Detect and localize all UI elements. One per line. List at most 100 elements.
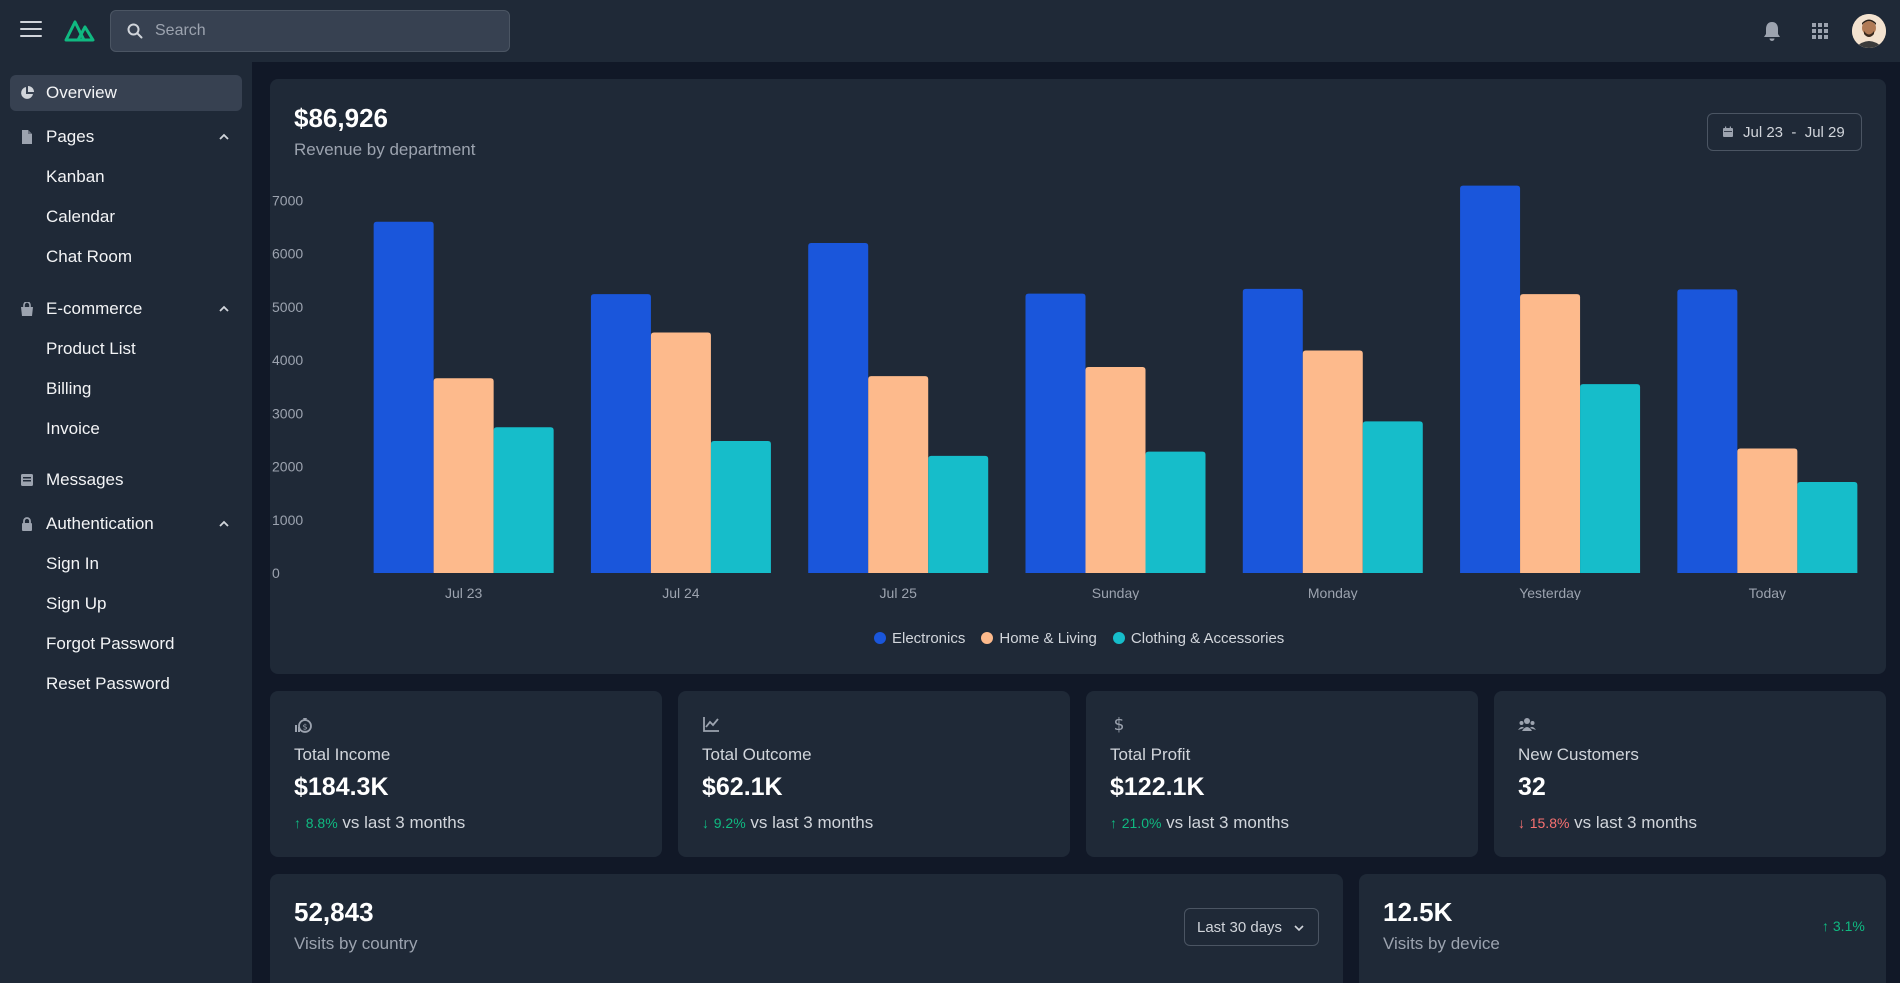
trend-arrow-icon: ↓ bbox=[702, 815, 709, 831]
legend-item[interactable]: Electronics bbox=[874, 630, 965, 647]
users-icon bbox=[1518, 718, 1536, 731]
sidebar-item-overview[interactable]: Overview bbox=[10, 75, 242, 111]
period-dropdown[interactable]: Last 30 days bbox=[1184, 908, 1319, 946]
stat-change-suffix: vs last 3 months bbox=[1161, 813, 1289, 832]
sidebar-subitem-calendar[interactable]: Calendar bbox=[46, 207, 115, 226]
sidebar-item-authentication[interactable]: Authentication bbox=[10, 506, 242, 542]
dollar-icon: $ bbox=[1114, 715, 1125, 733]
trend-arrow-icon: ↑ bbox=[1110, 815, 1117, 831]
y-tick-label: 0 bbox=[272, 565, 280, 581]
stat-value: 32 bbox=[1518, 773, 1546, 801]
chevron-down-icon bbox=[1294, 925, 1304, 932]
stat-change: ↑ 8.8% vs last 3 months bbox=[294, 813, 465, 833]
top-navbar bbox=[0, 0, 1900, 62]
sidebar-subitem-sign-up[interactable]: Sign Up bbox=[46, 594, 107, 613]
chart-legend: Electronics Home & Living Clothing & Acces… bbox=[874, 628, 1300, 648]
sidebar-subitem-chat-room[interactable]: Chat Room bbox=[46, 247, 132, 266]
stat-change-suffix: vs last 3 months bbox=[337, 813, 466, 832]
svg-text:$: $ bbox=[1114, 715, 1125, 733]
sidebar-subitem-sign-in[interactable]: Sign In bbox=[46, 554, 99, 573]
menu-icon[interactable] bbox=[20, 21, 42, 41]
legend-dot-icon bbox=[981, 632, 994, 644]
bar-clothing-accessories-3[interactable] bbox=[1145, 451, 1206, 573]
stat-title: Total Income bbox=[294, 745, 391, 764]
bar-electronics-0[interactable] bbox=[373, 221, 434, 573]
bar-clothing-accessories-4[interactable] bbox=[1362, 421, 1423, 573]
visits-device-label: Visits by device bbox=[1383, 934, 1500, 953]
sidebar-item-label: Pages bbox=[46, 127, 95, 146]
visits-country-card bbox=[270, 874, 1343, 983]
stat-change-percent: 8.8% bbox=[305, 815, 338, 831]
bar-clothing-accessories-0[interactable] bbox=[493, 427, 554, 573]
sidebar-subitem-invoice[interactable]: Invoice bbox=[46, 419, 100, 438]
sidebar-subitem-billing[interactable]: Billing bbox=[46, 379, 92, 398]
bar-electronics-6[interactable] bbox=[1677, 289, 1738, 573]
bar-home-living-1[interactable] bbox=[650, 332, 711, 573]
sidebar-subitem-kanban[interactable]: Kanban bbox=[46, 167, 105, 186]
search-input[interactable] bbox=[155, 11, 495, 51]
sidebar-item-messages[interactable]: Messages bbox=[10, 462, 242, 498]
visits-country-label: Visits by country bbox=[294, 934, 418, 953]
bell-icon[interactable] bbox=[1760, 19, 1784, 43]
stat-change: ↓ 9.2% vs last 3 months bbox=[702, 813, 873, 833]
date-range-button[interactable]: Jul 23 - Jul 29 bbox=[1707, 113, 1862, 151]
bar-home-living-3[interactable] bbox=[1085, 367, 1146, 573]
stat-change-suffix: vs last 3 months bbox=[745, 813, 874, 832]
stat-change: ↓ 15.8% vs last 3 months bbox=[1518, 813, 1697, 833]
apps-grid-icon[interactable] bbox=[1808, 19, 1832, 43]
sidebar: Overview Pages Kanban Calendar Chat Room… bbox=[0, 62, 253, 983]
legend-item[interactable]: Clothing & Accessories bbox=[1112, 629, 1285, 647]
stat-change-suffix: vs last 3 months bbox=[1569, 813, 1697, 832]
bar-electronics-3[interactable] bbox=[1025, 293, 1086, 573]
y-tick-label: 5000 bbox=[272, 299, 303, 315]
bar-home-living-2[interactable] bbox=[868, 376, 929, 573]
chevron-up-icon bbox=[219, 520, 229, 527]
y-tick-label: 3000 bbox=[272, 405, 303, 421]
stat-title: Total Outcome bbox=[702, 745, 812, 764]
logo-icon[interactable] bbox=[64, 17, 96, 43]
legend-label: Clothing & Accessories bbox=[1130, 629, 1285, 647]
stat-title: Total Profit bbox=[1110, 745, 1191, 764]
user-photo-icon bbox=[1852, 14, 1886, 48]
bar-home-living-6[interactable] bbox=[1737, 448, 1798, 573]
avatar[interactable] bbox=[1852, 14, 1886, 48]
bar-electronics-2[interactable] bbox=[808, 243, 869, 573]
x-tick-label: Monday bbox=[1308, 585, 1358, 600]
sidebar-subitem-product-list[interactable]: Product List bbox=[46, 339, 136, 358]
sidebar-subitem-reset-password[interactable]: Reset Password bbox=[46, 674, 170, 693]
bar-home-living-4[interactable] bbox=[1302, 350, 1363, 573]
bar-clothing-accessories-1[interactable] bbox=[710, 441, 771, 573]
revenue-total: $86,926 bbox=[294, 103, 388, 133]
visits-device-card bbox=[1359, 874, 1886, 983]
y-tick-label: 4000 bbox=[272, 352, 303, 368]
legend-item[interactable]: Home & Living bbox=[981, 630, 1097, 647]
y-tick-label: 1000 bbox=[272, 512, 303, 528]
bar-electronics-5[interactable] bbox=[1460, 185, 1521, 573]
sidebar-item-pages[interactable]: Pages bbox=[10, 119, 242, 155]
bar-home-living-0[interactable] bbox=[433, 378, 494, 573]
bar-home-living-5[interactable] bbox=[1520, 294, 1581, 573]
stat-value: $122.1K bbox=[1110, 773, 1205, 801]
x-tick-label: Jul 24 bbox=[662, 585, 700, 600]
bar-clothing-accessories-5[interactable] bbox=[1580, 384, 1641, 573]
x-tick-label: Yesterday bbox=[1519, 585, 1581, 600]
stat-change-percent: 9.2% bbox=[713, 815, 746, 831]
bar-clothing-accessories-6[interactable] bbox=[1797, 482, 1858, 573]
stat-change-percent: 15.8% bbox=[1529, 815, 1570, 831]
sidebar-item-label: E-commerce bbox=[46, 299, 143, 318]
bar-electronics-4[interactable] bbox=[1242, 288, 1303, 573]
sidebar-item-label: Authentication bbox=[46, 514, 154, 533]
y-tick-label: 6000 bbox=[272, 246, 303, 262]
legend-label: Home & Living bbox=[999, 629, 1097, 647]
trend-arrow-icon: ↓ bbox=[1518, 815, 1525, 831]
chevron-up-icon bbox=[219, 133, 229, 140]
stat-value: $184.3K bbox=[294, 773, 389, 801]
sidebar-item-ecommerce[interactable]: E-commerce bbox=[10, 291, 242, 327]
bar-clothing-accessories-2[interactable] bbox=[928, 455, 989, 573]
sidebar-subitem-forgot-password[interactable]: Forgot Password bbox=[46, 634, 175, 653]
x-tick-label: Sunday bbox=[1092, 585, 1139, 600]
stat-card-new-customers: New Customers 32 ↓ 15.8% vs last 3 months bbox=[1494, 691, 1886, 857]
bar-electronics-1[interactable] bbox=[590, 294, 651, 573]
trend-arrow-icon: ↑ bbox=[294, 815, 301, 831]
y-tick-label: 2000 bbox=[272, 459, 303, 475]
